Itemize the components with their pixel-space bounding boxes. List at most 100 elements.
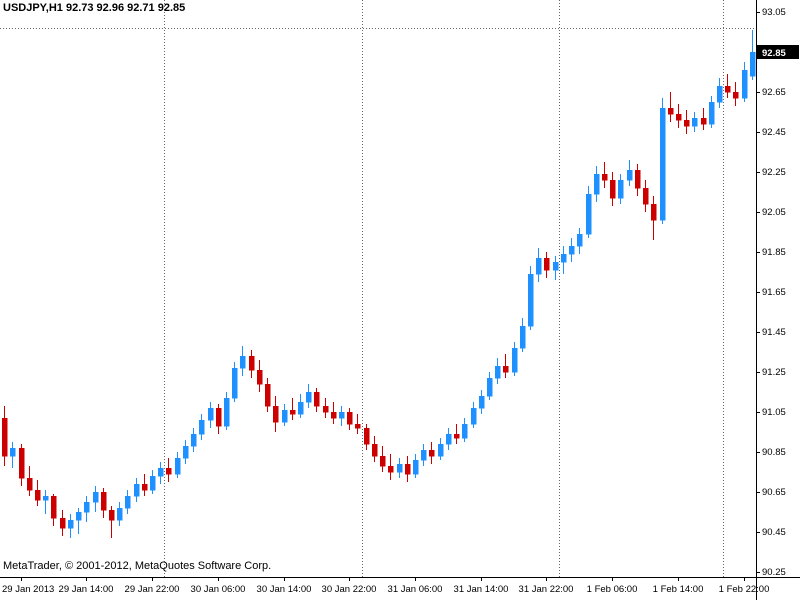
candle-body <box>428 449 435 457</box>
candle-body <box>198 419 205 435</box>
price-tick-label: 90.65 <box>762 487 786 498</box>
candle-body <box>363 427 370 445</box>
candle-body <box>741 69 748 99</box>
candle-body <box>576 233 583 247</box>
price-tick-label: 90.45 <box>762 527 786 538</box>
candle-body <box>83 501 90 513</box>
time-tick-label: 29 Jan 2013 <box>2 584 54 595</box>
plot-area[interactable] <box>0 0 756 577</box>
candle-body <box>182 445 189 459</box>
candle-body <box>716 85 723 103</box>
price-tick-label: 90.85 <box>762 447 786 458</box>
candle-body <box>486 377 493 397</box>
candle-body <box>437 443 444 457</box>
candle-body <box>338 411 345 419</box>
candle-body <box>568 245 575 255</box>
time-tick-label: 1 Feb 06:00 <box>587 584 638 595</box>
candle-body <box>50 495 57 519</box>
price-tick-label: 91.25 <box>762 367 786 378</box>
candle-body <box>412 459 419 475</box>
time-tick-label: 29 Jan 14:00 <box>59 584 114 595</box>
candle-body <box>543 257 550 271</box>
candle-body <box>9 447 16 457</box>
candle-body <box>560 253 567 263</box>
candle-body <box>585 193 592 235</box>
candle-body <box>289 409 296 415</box>
candle-body <box>108 509 115 521</box>
candle-body <box>502 365 509 373</box>
candle-body <box>124 495 131 509</box>
candle-body <box>313 391 320 407</box>
time-tick-label: 30 Jan 14:00 <box>257 584 312 595</box>
candle-body <box>626 169 633 181</box>
candle-body <box>371 443 378 457</box>
time-tick-label: 31 Jan 14:00 <box>454 584 509 595</box>
candle-body <box>133 483 140 497</box>
candle-body <box>322 405 329 413</box>
candle-body <box>675 113 682 121</box>
candle-body <box>34 489 41 501</box>
time-axis[interactable]: 29 Jan 2013 29 Jan 14:00 29 Jan 22:00 30 Ja… <box>2 578 769 595</box>
candle-body <box>609 179 616 199</box>
candle-body <box>708 101 715 125</box>
candle-body <box>494 365 501 379</box>
time-tick-label: 1 Feb 22:00 <box>719 584 770 595</box>
candle-body <box>453 433 460 439</box>
candle-body <box>650 203 657 221</box>
candle-body <box>552 261 559 271</box>
chart-title: USDJPY,H1 92.73 92.96 92.71 92.85 <box>3 2 186 14</box>
price-tick-label: 92.65 <box>762 87 786 98</box>
price-tick-label: 91.85 <box>762 247 786 258</box>
candle-body <box>700 117 707 125</box>
price-tick-label: 92.25 <box>762 167 786 178</box>
candle-body <box>330 411 337 419</box>
candle-body <box>470 407 477 425</box>
current-price-box <box>757 45 799 59</box>
candle-body <box>256 369 263 385</box>
candle-body <box>732 91 739 99</box>
price-tick-label: 92.45 <box>762 127 786 138</box>
candle-body <box>67 519 74 529</box>
candle-body <box>535 257 542 275</box>
candle-body <box>617 179 624 199</box>
candle-body <box>601 173 608 181</box>
candle-body <box>420 449 427 461</box>
candle-body <box>42 495 49 501</box>
candle-body <box>527 273 534 327</box>
candle-body <box>18 447 25 479</box>
candle-body <box>749 51 756 77</box>
candle-body <box>207 407 214 421</box>
time-tick-label: 1 Feb 14:00 <box>653 584 704 595</box>
candle-body <box>478 395 485 409</box>
candle-body <box>223 397 230 427</box>
candle-body <box>354 423 361 429</box>
candle-body <box>75 511 82 521</box>
candle-body <box>511 347 518 373</box>
candle-body <box>404 463 411 475</box>
candle-body <box>691 117 698 127</box>
candle-body <box>157 467 164 477</box>
time-tick-label: 29 Jan 22:00 <box>125 584 180 595</box>
candle-body <box>59 517 66 529</box>
candle-body <box>346 411 353 425</box>
candle-body <box>141 483 148 491</box>
candle-body <box>264 383 271 407</box>
candle-body <box>593 173 600 195</box>
candle-body <box>149 475 156 491</box>
candle-body <box>683 119 690 127</box>
candle-body <box>190 433 197 447</box>
candle-body <box>667 107 674 115</box>
candle-body <box>116 507 123 521</box>
price-axis[interactable]: 93.05 92.65 92.45 92.25 92.05 91.85 91.65 91.45… <box>757 7 799 578</box>
candle-body <box>215 407 222 427</box>
candle-body <box>174 457 181 475</box>
candle-body <box>165 467 172 475</box>
time-tick-label: 30 Jan 22:00 <box>322 584 377 595</box>
candle-body <box>26 477 33 491</box>
candle-body <box>1 417 8 457</box>
watermark-text: MetaTrader, © 2001-2012, MetaQuotes Soft… <box>3 560 272 572</box>
candle-body <box>92 491 99 503</box>
price-tick-label: 91.65 <box>762 287 786 298</box>
